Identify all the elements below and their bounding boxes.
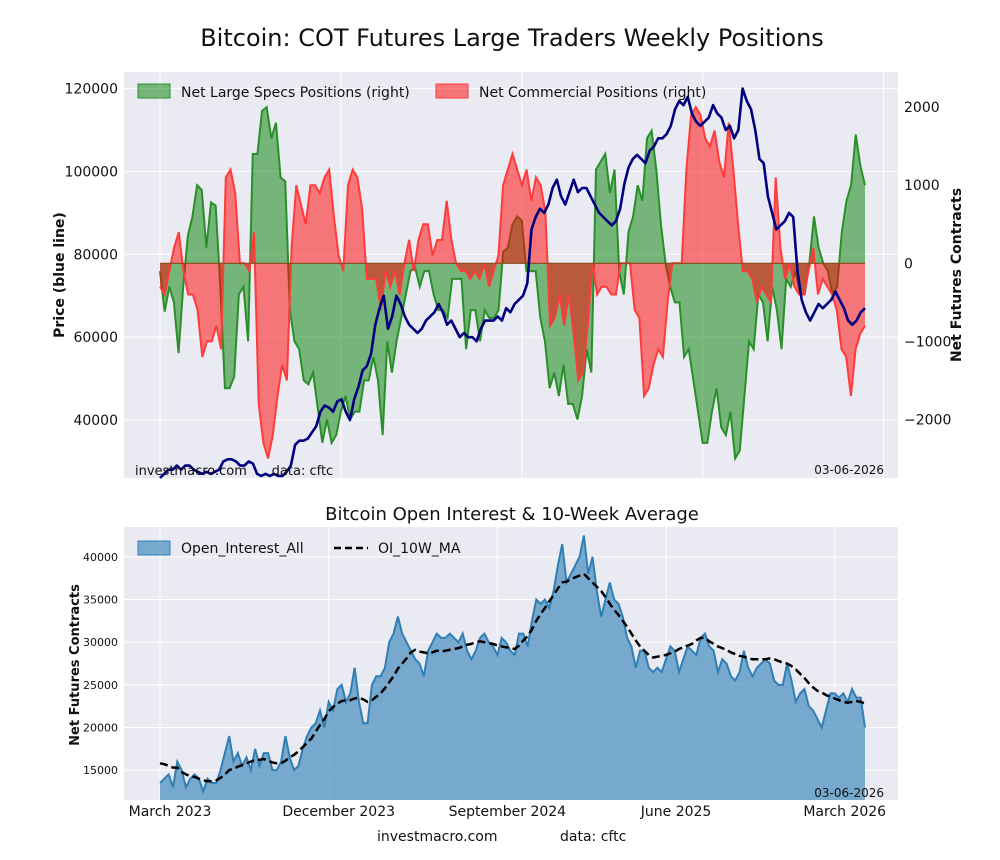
bottom-date-stamp: 03-06-2026 [814, 786, 884, 800]
top-left-ylabel: Price (blue line) [52, 212, 68, 338]
specs-area [160, 107, 865, 459]
bottom-tick-label: 25000 [83, 679, 118, 692]
top-position-areas [159, 105, 866, 462]
top-watermark: investmacro.com data: cftc [135, 464, 333, 479]
legend-label-ma: OI_10W_MA [378, 541, 461, 557]
bottom-panel: Bitcoin Open Interest & 10-Week Average … [68, 504, 898, 820]
top-left-tick-label: 80000 [73, 247, 118, 263]
top-left-tick-label: 60000 [73, 330, 118, 346]
bottom-tick-label: 30000 [83, 636, 118, 649]
top-right-axis: −2000 −1000 0 1000 2000 [904, 100, 951, 428]
footer-site: investmacro.com [377, 829, 497, 845]
top-right-tick-label: −2000 [904, 412, 951, 428]
top-date-stamp: 03-06-2026 [814, 463, 884, 477]
legend-label-open-interest: Open_Interest_All [181, 541, 304, 557]
bottom-x-tick-label: June 2025 [640, 804, 712, 820]
bottom-x-axis: March 2023 December 2023 September 2024 Jun… [129, 804, 887, 820]
top-left-tick-label: 120000 [65, 82, 118, 98]
top-right-tick-label: 2000 [904, 100, 940, 116]
footer-source: data: cftc [560, 829, 626, 845]
bottom-x-tick-label: March 2026 [803, 804, 886, 820]
top-right-tick-label: 1000 [904, 178, 940, 194]
open-interest-area [159, 535, 866, 800]
bottom-legend: Open_Interest_All OI_10W_MA [137, 540, 461, 557]
legend-swatch-open-interest [137, 540, 171, 556]
top-right-tick-label: −1000 [904, 334, 951, 350]
legend-swatch-commercial [435, 83, 469, 99]
bottom-x-tick-label: March 2023 [129, 804, 212, 820]
commercial-area [160, 107, 865, 459]
open-interest-line [159, 535, 866, 795]
top-price-line [159, 87, 866, 479]
top-right-tick-label: 0 [904, 256, 913, 272]
top-legend: Net Large Specs Positions (right) Net Co… [137, 83, 706, 101]
price-line [159, 87, 866, 479]
bottom-title: Bitcoin Open Interest & 10-Week Average [325, 504, 699, 525]
bottom-x-tick-label: September 2024 [449, 804, 567, 820]
bottom-ylabel: Net Futures Contracts [68, 584, 83, 746]
open-interest-fill [160, 535, 865, 800]
bottom-tick-label: 20000 [83, 721, 118, 734]
top-right-ylabel: Net Futures Contracts [949, 188, 965, 362]
bottom-tick-label: 40000 [83, 551, 118, 564]
top-left-tick-label: 100000 [65, 164, 118, 180]
legend-label-commercial: Net Commercial Positions (right) [479, 85, 706, 101]
legend-label-specs: Net Large Specs Positions (right) [181, 85, 410, 101]
legend-swatch-specs [137, 83, 171, 99]
commercial-line [159, 105, 866, 459]
bottom-tick-label: 35000 [83, 594, 118, 607]
bottom-y-axis: 15000 20000 25000 30000 35000 40000 [83, 551, 118, 777]
figure-title: Bitcoin: COT Futures Large Traders Weekl… [200, 24, 824, 52]
bottom-tick-label: 15000 [83, 764, 118, 777]
bottom-x-tick-label: December 2023 [282, 804, 395, 820]
top-panel: 40000 60000 80000 100000 120000 −2000 −1000 0 1… [52, 72, 965, 479]
top-left-tick-label: 40000 [73, 413, 118, 429]
top-left-axis: 40000 60000 80000 100000 120000 [65, 82, 118, 429]
